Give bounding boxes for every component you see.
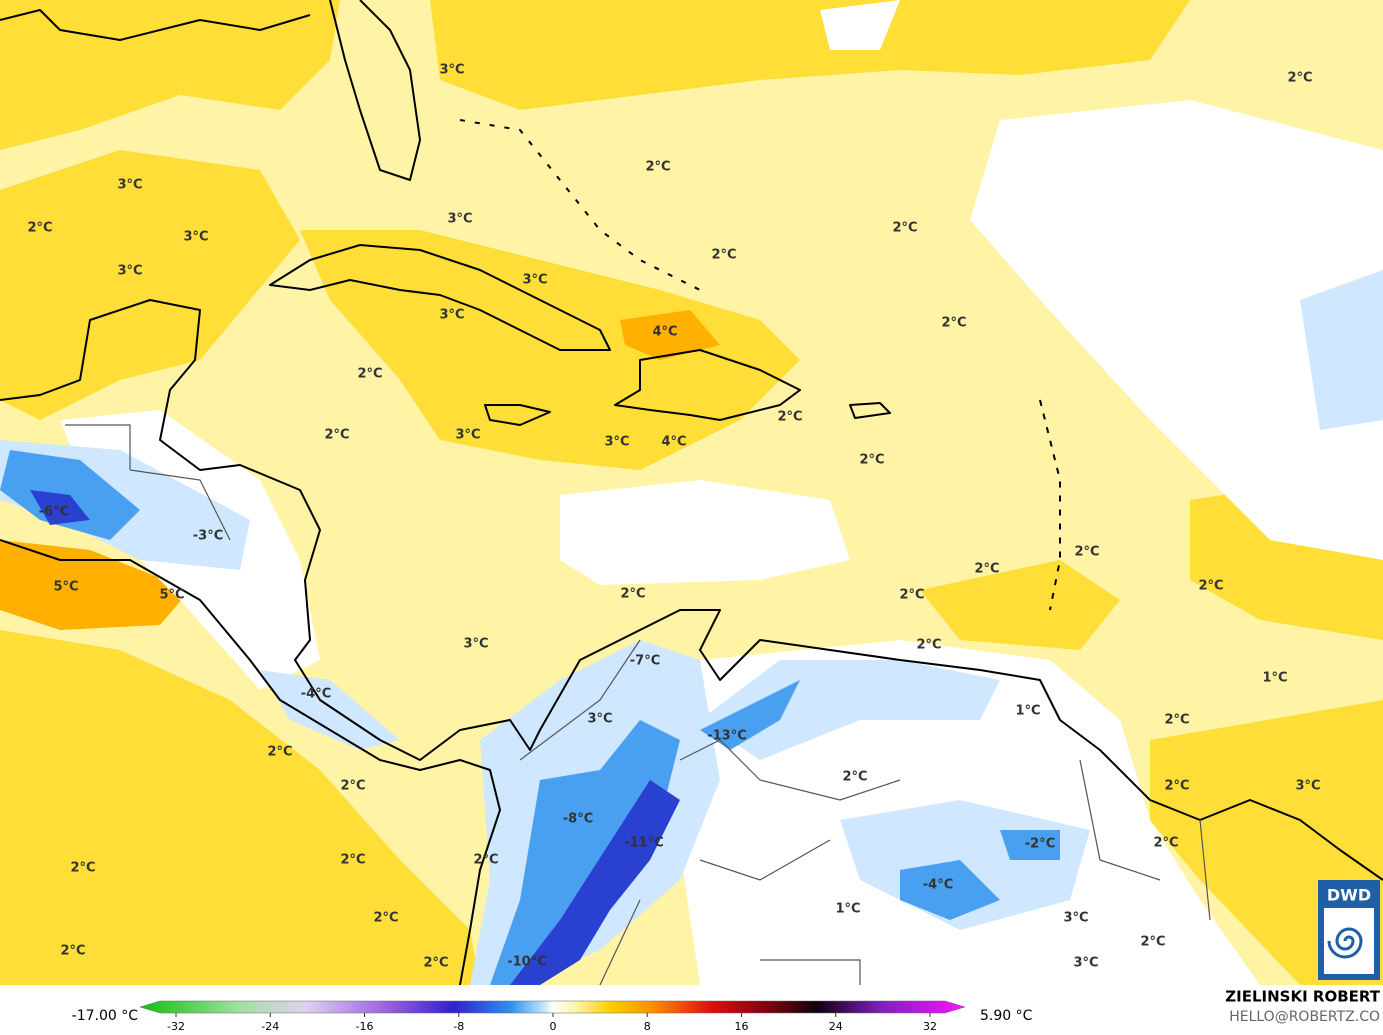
temperature-label: 2°C — [70, 861, 95, 876]
temperature-label: -7°C — [630, 654, 660, 669]
temperature-label: -2°C — [1025, 837, 1055, 852]
temperature-label: -4°C — [301, 687, 331, 702]
temperature-label: -4°C — [923, 878, 953, 893]
temperature-label: 3°C — [439, 63, 464, 78]
temperature-label: 2°C — [941, 316, 966, 331]
temperature-label: 3°C — [117, 178, 142, 193]
temperature-label: -10°C — [507, 955, 547, 970]
temperature-labels: 3°C 2°C 2°C 3°C 3°C 2°C 3°C 2°C 2°C 3°C 3°C 3°C 4°C 2… — [27, 63, 1320, 971]
temperature-label: 1°C — [835, 902, 860, 917]
colorbar-tick-label: -32 — [167, 1020, 185, 1033]
temperature-label: 3°C — [1073, 956, 1098, 971]
colorbar-tick-label: 24 — [829, 1020, 843, 1033]
colorbar-tick-label: 16 — [735, 1020, 749, 1033]
temperature-label: -13°C — [707, 729, 747, 744]
temperature-label: 2°C — [916, 638, 941, 653]
temperature-label: 3°C — [447, 212, 472, 227]
colorbar-tick-label: -16 — [356, 1020, 374, 1033]
temperature-label: 3°C — [439, 308, 464, 323]
temperature-label: 2°C — [620, 587, 645, 602]
temperature-label: 1°C — [1015, 704, 1040, 719]
temperature-label: 2°C — [473, 853, 498, 868]
temperature-label: 2°C — [267, 745, 292, 760]
temperature-label: 2°C — [60, 944, 85, 959]
colorbar-tick-label: 8 — [644, 1020, 651, 1033]
legend: -17.00 °C 5.90 °C -32 -24 -16 -8 0 8 16 24 32 — [72, 1000, 1033, 1033]
temperature-label: 5°C — [53, 580, 78, 595]
colorbar — [139, 1000, 966, 1014]
temperature-label: 2°C — [842, 770, 867, 785]
temperature-label: 2°C — [423, 956, 448, 971]
temperature-label: 3°C — [455, 428, 480, 443]
temperature-label: 2°C — [645, 160, 670, 175]
logo-text: DWD — [1327, 886, 1371, 905]
temperature-label: 3°C — [1295, 779, 1320, 794]
colorbar-tick-label: -24 — [261, 1020, 279, 1033]
borders — [65, 424, 1211, 986]
temperature-label: -8°C — [563, 812, 593, 827]
colorbar-ticks: -32 -24 -16 -8 0 8 16 24 32 — [167, 1013, 937, 1033]
logo-spiral — [1327, 927, 1363, 959]
hot-areas — [0, 310, 720, 630]
temperature-label: 2°C — [1074, 545, 1099, 560]
colorbar-tick-label: 0 — [550, 1020, 557, 1033]
temperature-label: 2°C — [859, 453, 884, 468]
temperature-label: 3°C — [183, 230, 208, 245]
temperature-label: 3°C — [587, 712, 612, 727]
temperature-label: 2°C — [1140, 935, 1165, 950]
temperature-label: 2°C — [892, 221, 917, 236]
map: 3°C 2°C 2°C 3°C 3°C 2°C 3°C 2°C 2°C 3°C 3°C 3°C 4°C 2… — [0, 0, 1383, 986]
legend-max: 5.90 °C — [980, 1008, 1033, 1024]
temperature-label: 2°C — [340, 853, 365, 868]
temperature-label: 3°C — [117, 264, 142, 279]
temperature-label: 3°C — [604, 435, 629, 450]
temperature-label: 3°C — [522, 273, 547, 288]
temperature-label: 2°C — [27, 221, 52, 236]
credit-name: ZIELINSKI ROBERT — [1225, 988, 1380, 1006]
temperature-label: 4°C — [652, 325, 677, 340]
legend-min: -17.00 °C — [72, 1008, 139, 1024]
temperature-label: 4°C — [661, 435, 686, 450]
temperature-label: 3°C — [463, 637, 488, 652]
temperature-label: -6°C — [39, 505, 69, 520]
temperature-label: 2°C — [357, 367, 382, 382]
temperature-label: 2°C — [324, 428, 349, 443]
logo-inner — [1324, 908, 1374, 974]
temperature-label: 2°C — [899, 588, 924, 603]
temperature-label: 2°C — [1198, 579, 1223, 594]
temperature-label: 2°C — [777, 410, 802, 425]
temperature-label: 1°C — [1262, 671, 1287, 686]
dwd-logo: DWD — [1318, 880, 1380, 980]
coastlines — [0, 0, 1383, 986]
temperature-label: 2°C — [1287, 71, 1312, 86]
colorbar-tick-label: -8 — [453, 1020, 464, 1033]
temperature-label: 2°C — [1153, 836, 1178, 851]
temperature-label: -11°C — [624, 836, 664, 851]
temperature-label: 2°C — [974, 562, 999, 577]
temperature-label: -3°C — [193, 529, 223, 544]
colorbar-tick-label: 32 — [923, 1020, 937, 1033]
temperature-label: 2°C — [1164, 713, 1189, 728]
temperature-label: 2°C — [1164, 779, 1189, 794]
temperature-label: 2°C — [373, 911, 398, 926]
temperature-label: 2°C — [711, 248, 736, 263]
credit-email: HELLO@ROBERTZ.CO — [1229, 1009, 1380, 1025]
temperature-label: 3°C — [1063, 911, 1088, 926]
temperature-label: 5°C — [159, 588, 184, 603]
temperature-label: 2°C — [340, 779, 365, 794]
very-cold-areas — [30, 490, 680, 985]
